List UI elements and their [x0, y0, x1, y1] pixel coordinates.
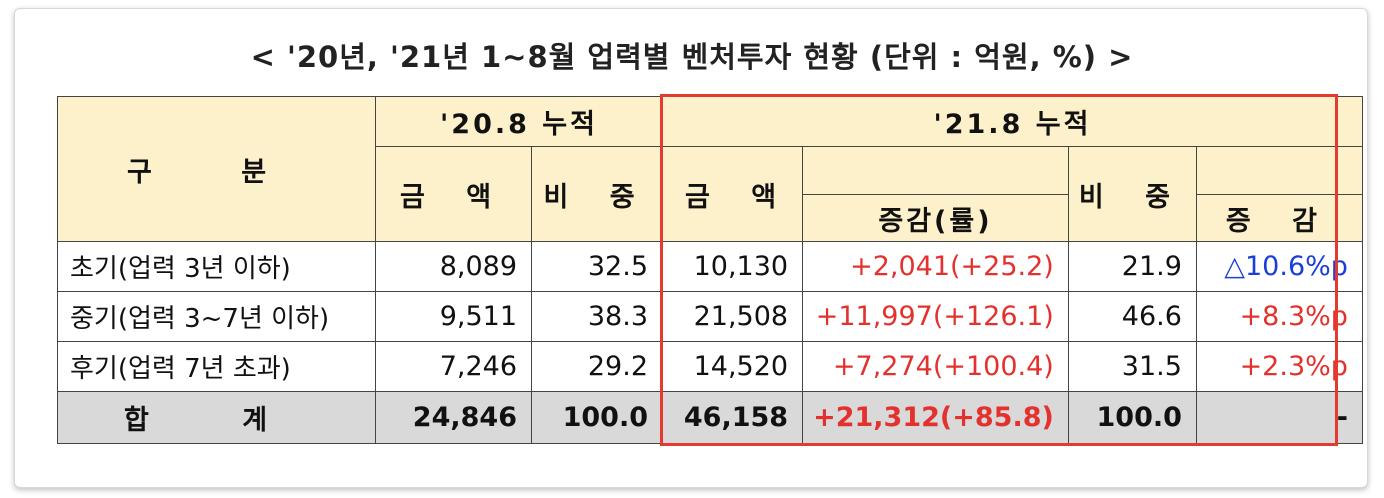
header-blank-cell — [1195, 146, 1363, 195]
header-change-rate: 증감(률) — [802, 194, 1069, 242]
total-change-rate: +21,312(+85.8) — [802, 391, 1069, 444]
header-amount-2021: 금 액 — [661, 146, 804, 242]
table-title: < '20년, '21년 1~8월 업력별 벤처투자 현황 (단위 : 억원, … — [250, 40, 1134, 74]
total-amount-2021: 46,158 — [661, 391, 804, 444]
total-label: 합 계 — [57, 391, 376, 444]
share-change: +2.3%p — [1195, 341, 1363, 392]
share-change: △10.6%p — [1195, 241, 1363, 292]
row-label: 초기(업력 3년 이하) — [57, 241, 376, 292]
amount-2020: 9,511 — [375, 291, 532, 342]
table-row: 후기(업력 7년 초과) 7,246 29.2 14,520 +7,274(+1… — [57, 341, 1363, 392]
change-rate: +11,997(+126.1) — [802, 291, 1069, 342]
total-share-2020: 100.0 — [531, 391, 663, 444]
row-label: 후기(업력 7년 초과) — [57, 341, 376, 392]
header-category: 구 분 — [57, 96, 376, 242]
header-change: 증 감 — [1195, 194, 1363, 242]
share-2021: 46.6 — [1067, 291, 1197, 342]
header-period-2021: '21.8 누적 — [662, 96, 1363, 147]
share-2021: 21.9 — [1067, 241, 1197, 292]
total-row: 합 계 24,846 100.0 46,158 +21,312(+85.8) 1… — [57, 391, 1363, 444]
share-change: +8.3%p — [1195, 291, 1363, 342]
amount-2021: 10,130 — [661, 241, 804, 292]
share-2020: 32.5 — [531, 241, 663, 292]
table-row: 중기(업력 3~7년 이하) 9,511 38.3 21,508 +11,997… — [57, 291, 1363, 342]
header-share-2021: 비 중 — [1067, 146, 1197, 242]
venture-investment-table: 구 분 '20.8 누적 '21.8 누적 금 액 비 중 금 액 비 중 증감… — [57, 96, 1363, 444]
share-2020: 38.3 — [531, 291, 663, 342]
amount-2021: 14,520 — [661, 341, 804, 392]
total-share-change: - — [1195, 391, 1363, 444]
amount-2020: 8,089 — [375, 241, 532, 292]
amount-2020: 7,246 — [375, 341, 532, 392]
total-amount-2020: 24,846 — [375, 391, 532, 444]
row-label: 중기(업력 3~7년 이하) — [57, 291, 376, 342]
change-rate: +7,274(+100.4) — [802, 341, 1069, 392]
header-period-2020: '20.8 누적 — [375, 96, 663, 147]
share-2021: 31.5 — [1067, 341, 1197, 392]
amount-2021: 21,508 — [661, 291, 804, 342]
total-share-2021: 100.0 — [1067, 391, 1197, 444]
table-row: 초기(업력 3년 이하) 8,089 32.5 10,130 +2,041(+2… — [57, 241, 1363, 292]
header-blank-cell — [802, 146, 1069, 195]
header-share-2020: 비 중 — [531, 146, 663, 242]
change-rate: +2,041(+25.2) — [802, 241, 1069, 292]
share-2020: 29.2 — [531, 341, 663, 392]
header-amount-2020: 금 액 — [375, 146, 532, 242]
